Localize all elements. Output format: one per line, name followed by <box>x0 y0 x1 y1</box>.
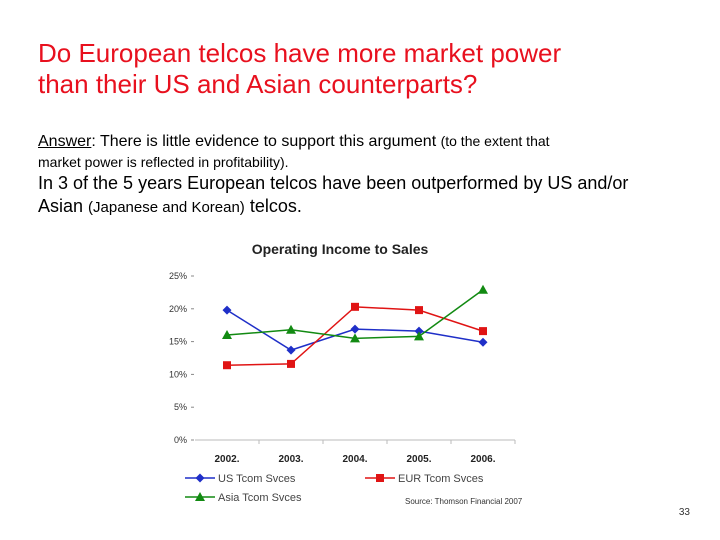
data-point <box>478 337 488 347</box>
x-tick-label: 2006. <box>470 454 495 465</box>
answer-aside: (to the extent that <box>440 133 550 149</box>
data-point <box>222 305 232 315</box>
data-point <box>287 359 295 368</box>
point-text: In 3 of the 5 years European telcos have… <box>38 173 629 193</box>
data-point <box>478 284 488 294</box>
data-point <box>286 345 296 355</box>
x-tick-label: 2002. <box>214 454 239 465</box>
y-tick-label: 0% <box>174 435 187 445</box>
slide-title: Do European telcos have more market powe… <box>38 38 561 100</box>
point: In 3 of the 5 years European telcos have… <box>38 172 628 219</box>
page-number: 33 <box>679 507 691 518</box>
answer-label: Answer <box>38 133 92 150</box>
data-point <box>223 361 231 370</box>
data-point <box>414 331 424 341</box>
answer: Answer: There is little evidence to supp… <box>38 133 550 151</box>
data-point <box>350 324 360 334</box>
title-line: than their US and Asian counterparts? <box>38 69 478 99</box>
point-text: Asian <box>38 196 89 216</box>
answer-line: market power is reflected in profitabili… <box>38 154 289 170</box>
data-point <box>479 327 487 336</box>
data-point <box>286 324 296 334</box>
data-point <box>350 333 360 343</box>
y-tick-label: 20% <box>169 304 187 314</box>
y-tick-label: 25% <box>169 271 187 281</box>
legend-label: US Tcom Svces <box>218 473 296 485</box>
data-point <box>351 302 359 311</box>
legend-marker <box>195 492 205 501</box>
legend-label: Asia Tcom Svces <box>218 492 302 504</box>
point-text: telcos. <box>244 196 302 216</box>
data-point <box>415 306 423 315</box>
data-point <box>414 326 424 336</box>
legend-marker <box>195 473 205 483</box>
chart-source: Source: Thomson Financial 2007 <box>405 497 523 506</box>
y-tick-label: 5% <box>174 402 187 412</box>
chart-title: Operating Income to Sales <box>252 241 429 257</box>
y-tick-label: 10% <box>169 369 187 379</box>
x-tick-label: 2003. <box>278 454 303 465</box>
title-line: Do European telcos have more market powe… <box>38 38 562 68</box>
x-tick-label: 2004. <box>342 454 367 465</box>
data-point <box>222 330 232 340</box>
answer-text: : There is little evidence to support th… <box>91 133 441 150</box>
point-text: (Japanese and Korean) <box>88 199 245 216</box>
x-tick-label: 2005. <box>406 454 431 465</box>
legend-label: EUR Tcom Svces <box>398 473 484 485</box>
y-tick-label: 15% <box>169 337 187 347</box>
legend-marker <box>376 474 384 482</box>
